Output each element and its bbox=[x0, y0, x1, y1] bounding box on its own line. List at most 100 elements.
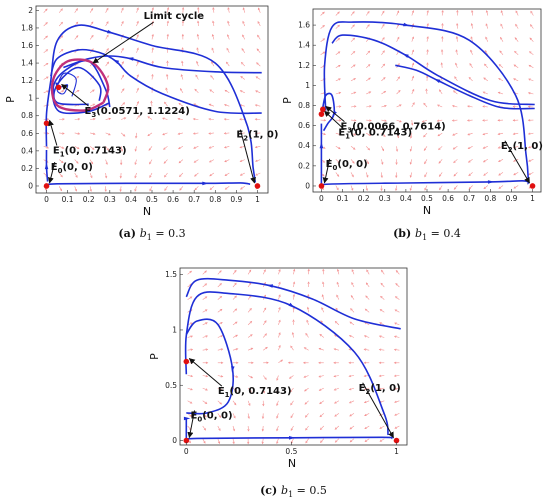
field-arrow bbox=[134, 186, 137, 192]
field-arrow-head bbox=[211, 61, 214, 64]
field-arrow bbox=[350, 119, 357, 121]
field-arrow bbox=[134, 172, 137, 178]
field-arrow-head bbox=[381, 269, 384, 273]
field-arrow bbox=[319, 413, 324, 417]
field-arrow bbox=[187, 296, 192, 300]
field-arrow-head bbox=[353, 91, 357, 94]
field-arrow bbox=[293, 294, 295, 300]
field-arrow bbox=[89, 8, 94, 13]
field-arrow-head bbox=[254, 118, 258, 121]
trajectory bbox=[46, 182, 251, 186]
field-arrow-head bbox=[77, 132, 81, 135]
field-arrow-head bbox=[247, 441, 250, 445]
equilibrium-coords: (0, 0) bbox=[337, 159, 367, 170]
field-arrow-head bbox=[76, 161, 79, 164]
field-arrow bbox=[411, 89, 415, 95]
field-arrow-head bbox=[120, 149, 123, 152]
field-arrow bbox=[227, 7, 230, 13]
field-arrow-head bbox=[220, 322, 223, 325]
field-arrow-head bbox=[321, 307, 324, 310]
equilibrium-coords: (0, 0) bbox=[62, 162, 92, 173]
field-arrow bbox=[195, 74, 199, 80]
field-arrow bbox=[438, 159, 443, 164]
field-arrow bbox=[276, 425, 279, 431]
field-arrow bbox=[224, 132, 230, 134]
field-arrow-head bbox=[179, 174, 182, 178]
field-arrow-head bbox=[378, 387, 382, 391]
caption-param-sub: 1 bbox=[147, 233, 152, 242]
field-arrow-head bbox=[106, 34, 109, 38]
field-arrow bbox=[74, 172, 78, 178]
field-arrow-head bbox=[240, 61, 244, 65]
field-arrow-head bbox=[366, 161, 369, 165]
field-arrow bbox=[305, 425, 309, 431]
field-arrow bbox=[262, 307, 267, 313]
field-arrow bbox=[89, 103, 95, 107]
field-arrow bbox=[187, 400, 193, 404]
field-arrow bbox=[43, 35, 48, 40]
field-arrow bbox=[209, 146, 215, 149]
field-arrow-head bbox=[426, 10, 429, 13]
field-arrow bbox=[350, 295, 355, 300]
y-tick-label: 0 bbox=[172, 436, 177, 445]
field-arrow-head bbox=[276, 390, 279, 394]
field-arrow bbox=[202, 400, 207, 404]
field-arrow bbox=[289, 375, 294, 379]
field-arrow bbox=[366, 64, 371, 69]
field-arrow-head bbox=[289, 389, 293, 393]
field-arrow-head bbox=[451, 119, 455, 122]
field-arrow bbox=[334, 348, 339, 351]
trajectory-arrowhead bbox=[202, 181, 209, 186]
field-arrow-head bbox=[179, 188, 182, 191]
field-arrow-head bbox=[151, 60, 154, 64]
field-arrow bbox=[202, 322, 208, 326]
field-arrow-head bbox=[353, 105, 357, 108]
field-arrow-head bbox=[456, 22, 459, 26]
field-arrow bbox=[514, 37, 519, 42]
field-arrow-head bbox=[305, 428, 308, 431]
field-arrow bbox=[334, 425, 340, 430]
field-arrow bbox=[202, 335, 208, 338]
field-arrow-head bbox=[263, 281, 266, 285]
field-arrow-head bbox=[351, 188, 354, 191]
trajectory-arrowhead bbox=[44, 162, 49, 170]
field-arrow bbox=[349, 375, 355, 377]
x-tick-label: 0.6 bbox=[442, 194, 454, 203]
y-tick-label: 0 bbox=[28, 181, 33, 190]
field-arrow-head bbox=[208, 160, 212, 163]
field-arrow-head bbox=[77, 118, 81, 121]
field-arrow bbox=[381, 270, 385, 275]
field-arrow bbox=[43, 76, 49, 80]
field-arrow bbox=[187, 283, 192, 288]
field-arrow bbox=[381, 105, 387, 108]
field-arrow bbox=[513, 185, 519, 189]
field-arrow-head bbox=[61, 160, 64, 164]
field-arrow bbox=[90, 118, 96, 120]
field-arrow bbox=[322, 281, 325, 288]
field-arrow bbox=[320, 438, 325, 443]
field-arrow-head bbox=[104, 175, 108, 179]
field-arrow bbox=[151, 7, 154, 13]
field-arrow bbox=[202, 283, 207, 288]
field-arrow bbox=[232, 438, 235, 444]
field-arrow bbox=[105, 146, 109, 151]
field-arrow bbox=[365, 24, 370, 29]
field-arrow-head bbox=[178, 160, 182, 164]
field-arrow-head bbox=[514, 50, 517, 54]
field-arrow bbox=[276, 413, 279, 419]
field-arrow-head bbox=[411, 62, 415, 66]
field-arrow-head bbox=[234, 389, 238, 392]
field-arrow bbox=[467, 119, 473, 121]
field-arrow bbox=[290, 425, 294, 431]
field-arrow bbox=[318, 375, 324, 378]
panel-b: E0(0, 0)E1(0, 0.7143)E2(1, 0)E3(0.0066, … bbox=[281, 8, 543, 242]
field-arrow-head bbox=[239, 145, 242, 149]
field-arrow bbox=[241, 48, 246, 53]
trajectory-arrowhead bbox=[433, 78, 441, 83]
x-tick-label: 0 bbox=[44, 195, 49, 204]
field-arrow-head bbox=[409, 162, 413, 165]
field-arrow bbox=[500, 23, 504, 29]
field-arrow-head bbox=[75, 35, 79, 38]
field-arrow-head bbox=[292, 268, 296, 272]
